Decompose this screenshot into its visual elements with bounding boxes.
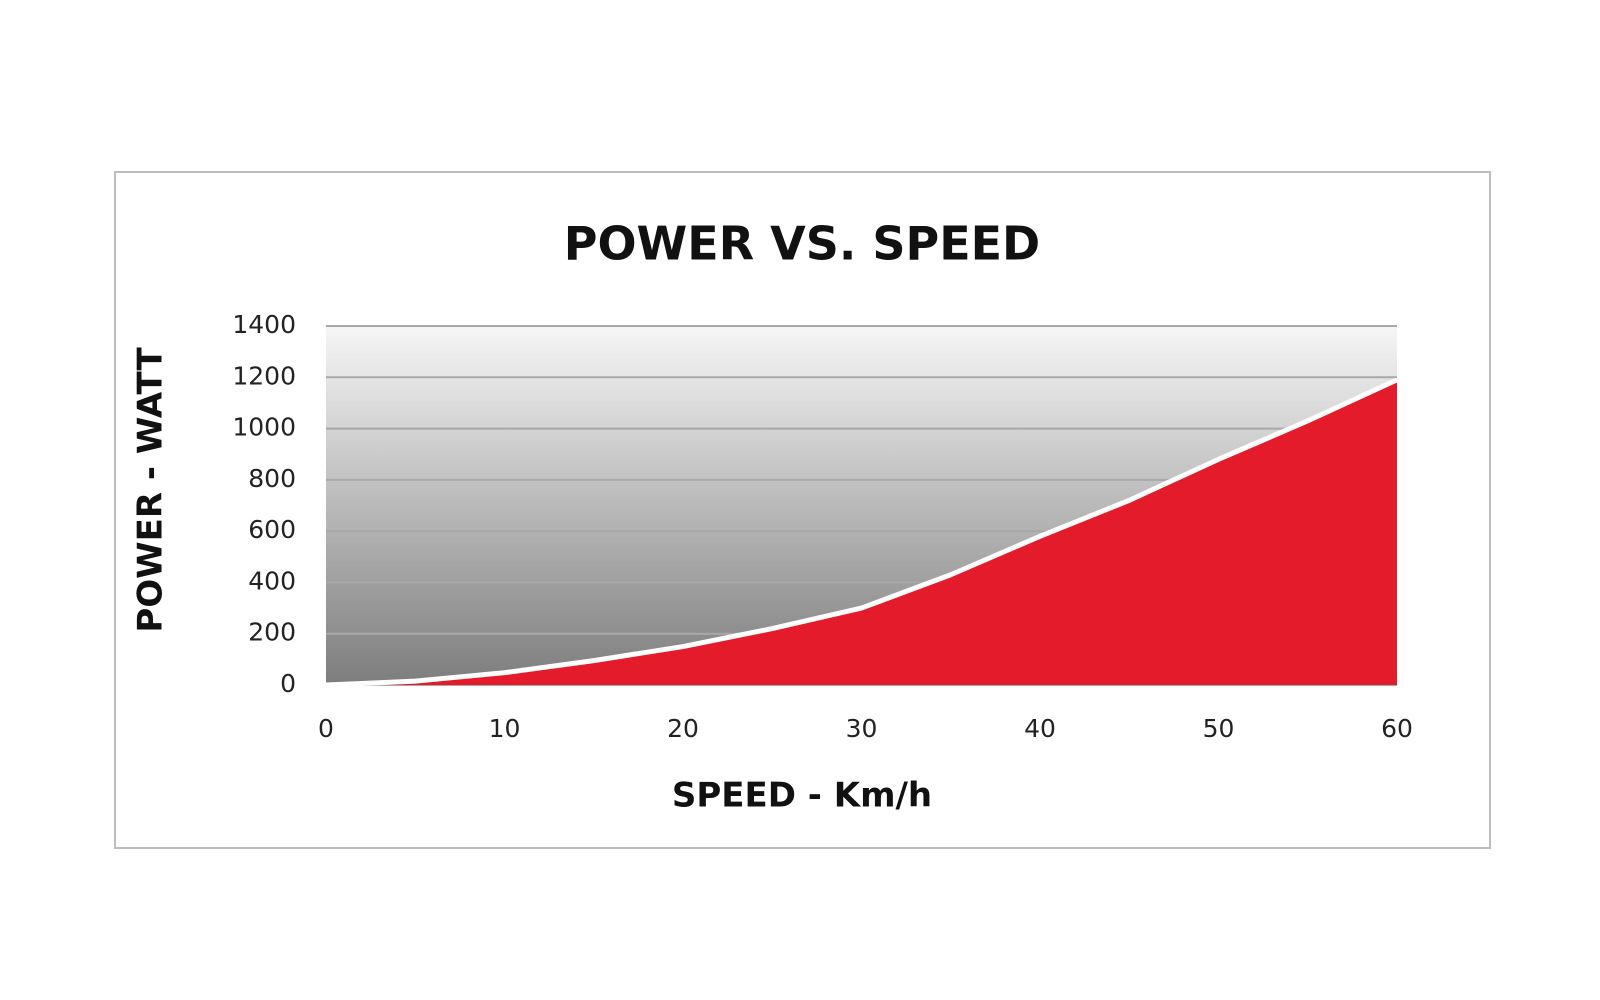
- y-tick-label: 200: [248, 618, 296, 647]
- x-axis-label: SPEED - Km/h: [672, 776, 932, 816]
- y-tick-label: 600: [248, 515, 296, 544]
- y-tick-label: 400: [248, 566, 296, 595]
- x-tick-label: 20: [667, 714, 699, 743]
- x-tick-label: 0: [318, 714, 334, 743]
- chart-title: POWER VS. SPEED: [564, 217, 1041, 271]
- x-tick-label: 60: [1381, 714, 1413, 743]
- x-tick-label: 30: [846, 714, 878, 743]
- y-tick-label: 0: [280, 669, 296, 698]
- area-edge: [325, 377, 1399, 688]
- y-tick-label: 1200: [232, 361, 296, 390]
- y-tick-label: 1400: [232, 310, 296, 339]
- y-axis-label: POWER - WATT: [131, 347, 171, 633]
- x-tick-label: 10: [489, 714, 521, 743]
- y-tick-label: 1000: [232, 413, 296, 442]
- x-tick-label: 50: [1203, 714, 1235, 743]
- y-tick-label: 800: [248, 464, 296, 493]
- x-tick-label: 40: [1024, 714, 1056, 743]
- area: [326, 379, 1397, 685]
